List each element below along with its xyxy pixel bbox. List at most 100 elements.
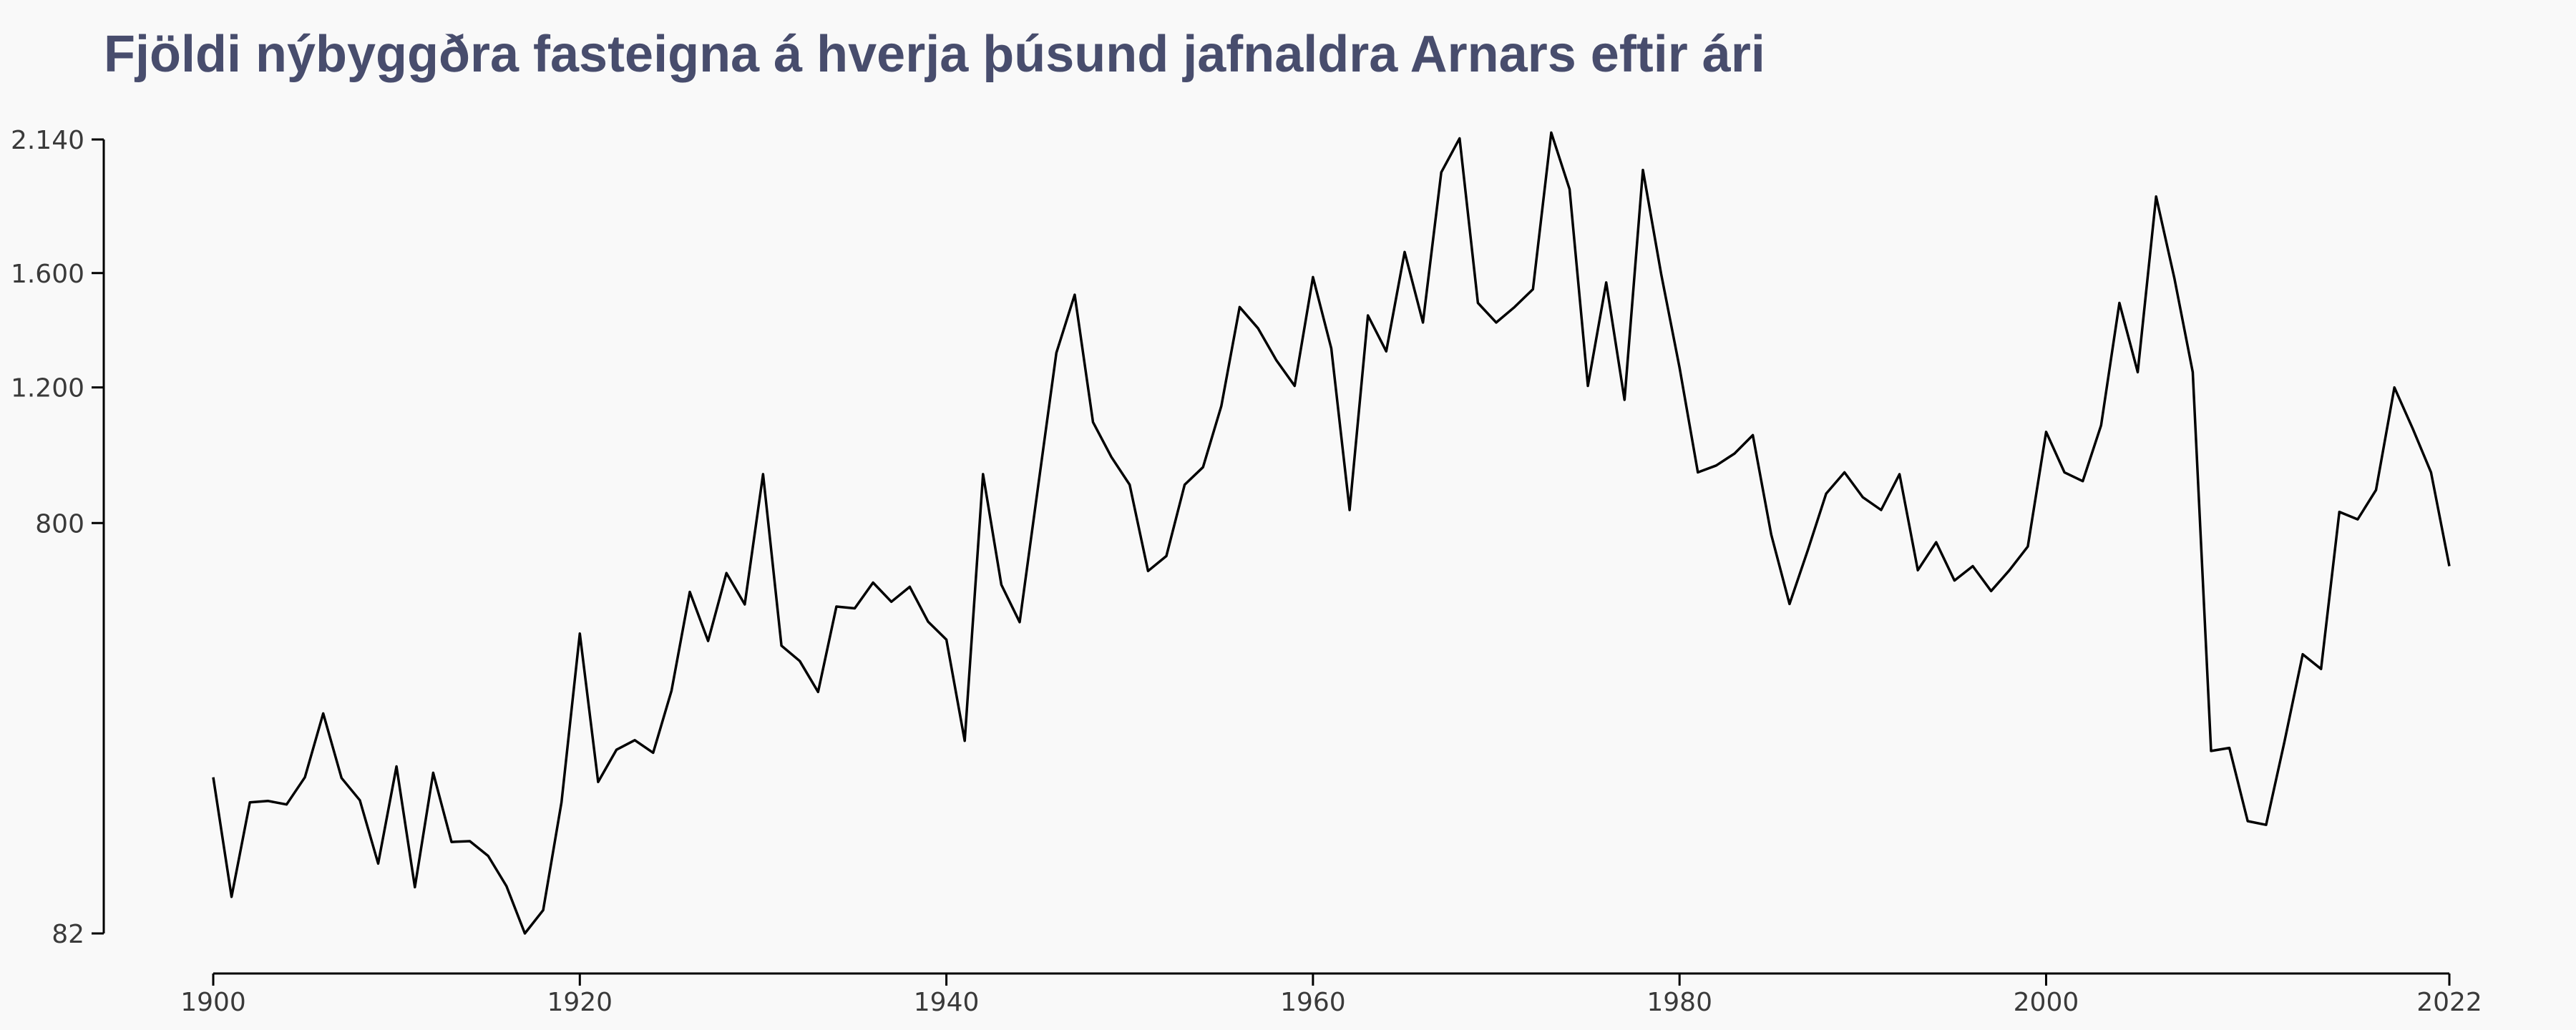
data-point [1788, 602, 1791, 605]
data-point [2411, 427, 2414, 430]
data-point [1733, 452, 1736, 455]
data-point [212, 776, 215, 779]
data-point [854, 607, 857, 610]
data-point [761, 473, 764, 476]
data-point [1495, 321, 1498, 324]
data-point [1367, 314, 1370, 317]
data-point [1312, 275, 1314, 278]
data-point [1293, 385, 1296, 388]
data-point [707, 639, 710, 642]
data-point [230, 896, 233, 898]
data-point [725, 572, 728, 574]
data-point [2191, 371, 2194, 373]
data-point [2301, 653, 2304, 656]
data-point [1018, 621, 1021, 624]
data-point [1953, 579, 1956, 582]
data-point [1861, 496, 1864, 499]
data-point [743, 603, 746, 606]
data-point [1586, 385, 1589, 388]
data-point [322, 712, 325, 715]
data-point [1073, 293, 1076, 296]
data-point [1348, 509, 1351, 511]
data-point [1623, 398, 1626, 401]
y-tick-label: 1.200 [11, 374, 84, 403]
data-point [1146, 569, 1149, 572]
data-point [487, 855, 489, 858]
data-point [2265, 823, 2268, 826]
data-point [1037, 486, 1040, 489]
data-point [1220, 405, 1223, 408]
data-point [1770, 533, 1772, 536]
data-point [2356, 518, 2359, 521]
x-tick-label: 2000 [2014, 988, 2079, 1017]
data-point [633, 739, 636, 742]
data-point [395, 765, 398, 768]
data-point [1422, 321, 1425, 324]
data-point [1880, 509, 1883, 511]
data-point [1935, 541, 1938, 544]
data-point [1476, 302, 1479, 305]
data-point [1128, 484, 1131, 486]
data-point [615, 748, 618, 751]
data-point [1990, 589, 1993, 592]
data-point [1531, 288, 1534, 290]
data-point [1238, 305, 1241, 308]
data-point [1807, 549, 1810, 551]
data-point [286, 803, 288, 806]
data-point [688, 591, 691, 594]
data-point [2063, 471, 2066, 474]
data-point [2393, 386, 2396, 389]
data-point [340, 777, 343, 780]
data-point [2045, 431, 2048, 433]
data-point [2026, 545, 2029, 548]
data-point [2338, 511, 2341, 514]
data-point [652, 751, 655, 754]
data-point [963, 740, 966, 742]
data-point [1165, 554, 1168, 557]
data-point [450, 840, 453, 843]
data-point [1678, 366, 1681, 369]
data-point [2320, 667, 2323, 670]
data-point [431, 771, 434, 774]
data-point [542, 908, 545, 911]
data-point [1550, 131, 1553, 134]
data-point [816, 690, 819, 693]
data-point [1697, 471, 1699, 474]
data-point [835, 605, 838, 608]
data-point [1641, 169, 1644, 172]
data-point [1257, 327, 1259, 330]
data-point [1568, 188, 1571, 191]
data-point [2173, 277, 2176, 280]
data-point [1660, 273, 1663, 276]
data-point [1825, 492, 1828, 495]
data-point [414, 886, 416, 888]
data-point [927, 620, 930, 623]
data-point [1714, 464, 1717, 467]
data-point [1898, 473, 1901, 476]
data-point [2448, 565, 2451, 568]
data-point [982, 473, 985, 476]
data-point [2008, 569, 2011, 572]
data-point [2082, 480, 2084, 483]
y-tick-label: 800 [35, 509, 84, 539]
data-point [505, 885, 508, 888]
data-point [780, 644, 783, 647]
series-line [212, 131, 2451, 935]
data-point [890, 600, 893, 603]
data-point [2210, 750, 2212, 752]
data-point [578, 632, 581, 635]
data-point [2283, 740, 2286, 743]
data-point [908, 585, 911, 588]
data-point [2155, 195, 2157, 198]
data-points [212, 131, 2451, 935]
data-point [670, 690, 673, 692]
data-point [1055, 351, 1058, 354]
data-point [1403, 250, 1406, 253]
y-tick-label: 82 [52, 920, 84, 949]
data-point [1330, 347, 1333, 350]
data-point [358, 799, 361, 802]
chart-title: Fjöldi nýbyggðra fasteigna á hverja þúsu… [104, 26, 1765, 83]
x-tick-label: 2022 [2416, 988, 2482, 1017]
data-point [1916, 569, 1919, 572]
